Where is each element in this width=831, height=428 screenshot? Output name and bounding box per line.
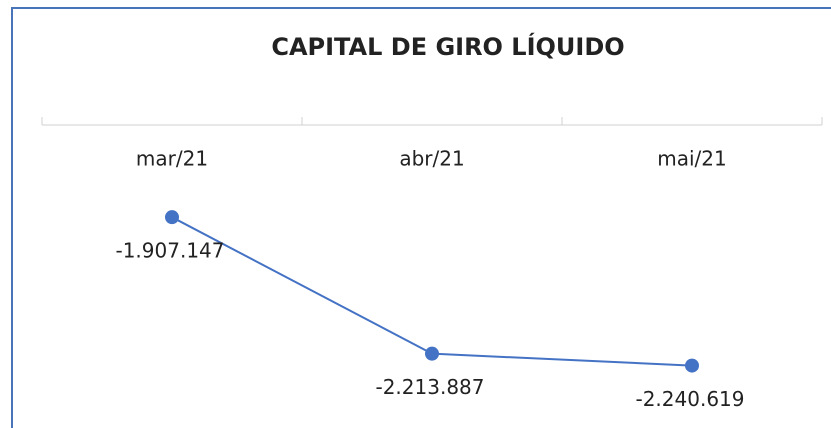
data-point bbox=[165, 210, 179, 225]
chart-border bbox=[11, 7, 831, 428]
data-point bbox=[425, 346, 439, 361]
x-tick-label: abr/21 bbox=[399, 147, 464, 171]
x-tick-label: mar/21 bbox=[136, 147, 208, 171]
data-label: -2.213.887 bbox=[375, 375, 484, 399]
chart-title: CAPITAL DE GIRO LÍQUIDO bbox=[271, 32, 624, 61]
data-label: -1.907.147 bbox=[115, 239, 224, 263]
x-tick-label: mai/21 bbox=[657, 147, 726, 171]
data-point bbox=[685, 358, 699, 373]
data-label: -2.240.619 bbox=[635, 387, 744, 411]
